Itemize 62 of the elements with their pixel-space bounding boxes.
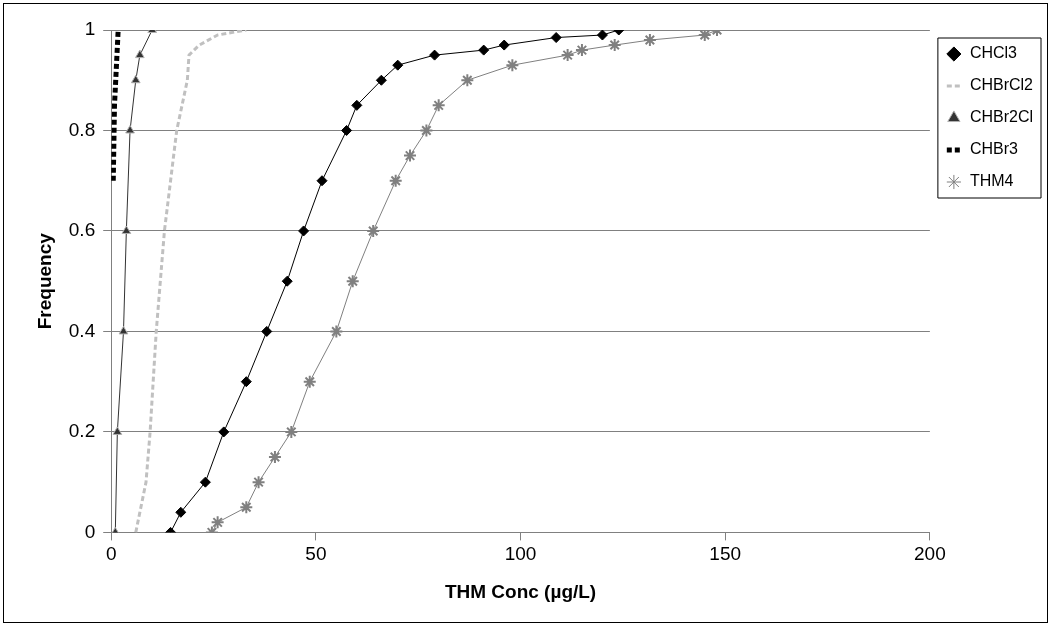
x-tick-label: 50 [305,543,327,565]
y-tick-label: 0.6 [68,219,96,241]
legend-label: CHCl3 [969,44,1018,62]
point [240,376,252,388]
point [175,506,187,518]
point [392,59,404,71]
y-tick-label: 0.2 [68,420,96,442]
y-tick-label: 0 [84,520,96,542]
point [199,476,211,488]
point [388,173,403,188]
point [329,324,344,339]
point [267,450,282,465]
point [607,38,622,53]
point [125,124,135,134]
point [498,39,510,51]
x-tick-label: 150 [709,543,742,565]
legend-label: CHBr2Cl [969,108,1034,126]
point [281,275,293,287]
point [429,49,441,61]
point [284,424,299,439]
point [351,99,363,111]
point [261,325,273,337]
point [345,274,360,289]
point [298,225,310,237]
legend-label: CHBr3 [969,140,1018,158]
y-axis-title: Frequency [33,232,55,330]
point [366,223,381,238]
x-tick-label: 100 [504,543,537,565]
legend-label: CHBrCl2 [969,76,1034,94]
point [419,123,434,138]
point [316,175,328,187]
point [403,148,418,163]
point [302,374,317,389]
point [251,475,266,490]
point [121,225,132,234]
point [218,426,230,438]
point [460,73,475,88]
point [560,48,575,63]
point [118,325,129,335]
point [574,43,589,58]
line-series [134,30,248,533]
point [478,44,490,56]
point [431,98,446,113]
point [112,426,123,435]
x-axis-title: THM Conc (µg/L) [444,580,597,602]
point [642,33,657,48]
point [697,30,712,43]
point [596,30,608,41]
legend-label: THM4 [969,172,1014,190]
x-tick-label: 0 [105,543,117,565]
point [550,32,562,44]
point [135,49,145,59]
point [130,74,141,84]
y-tick-label: 0.4 [68,319,96,341]
point [375,74,387,86]
point [239,500,254,515]
x-tick-label: 200 [914,543,946,565]
y-tick-label: 0.8 [68,118,96,140]
point [505,58,520,73]
point [210,515,225,530]
point [341,124,353,136]
y-tick-label: 1 [84,18,96,40]
